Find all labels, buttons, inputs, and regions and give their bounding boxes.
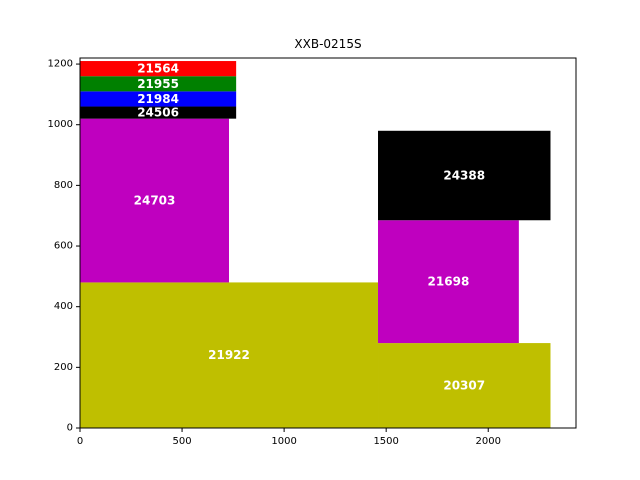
block-label: 21984	[137, 92, 179, 106]
block-rect	[80, 76, 237, 92]
y-tick-label: 1200	[48, 59, 73, 70]
block-label: 21564	[137, 62, 179, 76]
x-tick-label: 1000	[271, 436, 296, 447]
block-label: 20307	[443, 379, 485, 393]
block-rect	[80, 118, 230, 283]
x-tick-label: 1500	[373, 436, 398, 447]
block-rect	[80, 91, 237, 107]
block-rect	[378, 130, 551, 221]
block-rect	[378, 220, 519, 344]
y-tick-label: 200	[54, 362, 73, 373]
y-tick-label: 600	[54, 241, 73, 252]
plot-frame	[79, 57, 577, 429]
block-rect	[378, 343, 551, 428]
block-rect	[80, 106, 237, 119]
plot-rectangles	[80, 61, 551, 428]
y-tick-label: 0	[67, 423, 73, 434]
block-label: 21698	[428, 275, 470, 289]
block-rect	[80, 282, 379, 428]
x-tick-label: 2000	[476, 436, 501, 447]
x-tick-label: 0	[77, 436, 83, 447]
y-axis: 0 200 400 600 800 1000 1200	[48, 59, 80, 434]
x-axis: 0 500 1000 1500 2000	[77, 428, 501, 447]
y-tick-label: 800	[54, 180, 73, 191]
block-label: 24506	[137, 106, 179, 120]
y-tick-label: 400	[54, 301, 73, 312]
block-label: 21955	[137, 77, 179, 91]
chart-title: XXB-0215S	[294, 37, 361, 51]
y-tick-label: 1000	[48, 119, 73, 130]
block-rect	[80, 61, 237, 77]
block-label: 24388	[443, 169, 485, 183]
block-label: 24703	[134, 194, 176, 208]
x-tick-label: 500	[173, 436, 192, 447]
block-label: 21922	[208, 348, 250, 362]
